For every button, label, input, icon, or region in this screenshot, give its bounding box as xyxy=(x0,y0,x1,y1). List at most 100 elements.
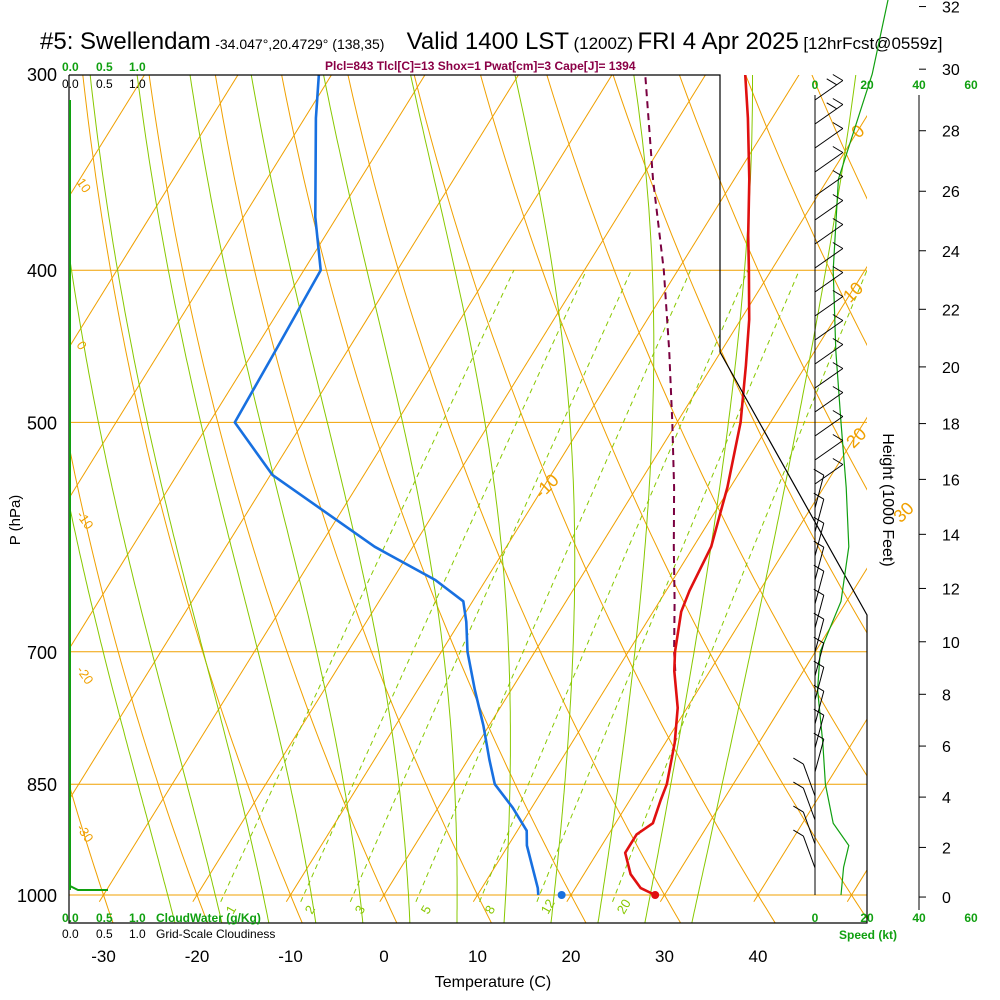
dry-adiabat-line xyxy=(678,75,867,491)
wind-speed-axis-label-top: 20 xyxy=(860,78,874,92)
wind-speed-axis-label-top: 40 xyxy=(912,78,926,92)
wind-barb-flag xyxy=(832,410,844,417)
wind-barb xyxy=(814,595,825,629)
cloud-water-axis-label-bottom: 1.0 xyxy=(129,911,146,925)
cloudiness-axis-label-bottom: 0.0 xyxy=(62,927,79,941)
wind-speed-axis-label-top: 0 xyxy=(812,78,819,92)
forecast-date: FRI 4 Apr 2025 xyxy=(637,28,799,55)
wind-barb xyxy=(814,176,844,197)
moist-adiabat-line xyxy=(597,75,655,923)
wind-speed-axis-title: Speed (kt) xyxy=(839,928,897,942)
isotherm-label: 0 xyxy=(847,121,868,142)
isotherm-line xyxy=(0,0,35,902)
isotherm-line xyxy=(69,75,332,500)
wind-barb xyxy=(814,464,844,485)
dry-adiabat-label: -10 xyxy=(74,508,97,532)
wind-barb-flag xyxy=(813,564,825,572)
wind-barb xyxy=(802,787,816,821)
moist-adiabat-line xyxy=(514,75,576,923)
mixing-ratio-label: 12 xyxy=(538,896,558,916)
dry-adiabat-line xyxy=(69,443,209,923)
wind-barb-flag xyxy=(832,74,844,81)
wind-speed-axis-label-bottom: 20 xyxy=(860,911,874,925)
wind-barb-flag xyxy=(832,194,844,201)
chart-title: #5: Swellendam -34.047°,20.4729° (138,35… xyxy=(40,28,942,58)
dry-adiabat-line xyxy=(347,75,682,923)
mixing-ratio-label: 5 xyxy=(418,903,435,917)
wind-barb xyxy=(814,368,844,389)
temperature-tick-label: -30 xyxy=(91,947,116,966)
height-tick-label: 26 xyxy=(942,184,960,201)
cloud-water-axis-label-top: 1.0 xyxy=(129,60,146,74)
wind-speed-axis-label-bottom: 60 xyxy=(964,911,978,925)
wind-barb xyxy=(814,739,825,773)
wind-barb xyxy=(802,835,816,869)
height-tick-label: 28 xyxy=(942,124,960,141)
mixing-ratio-label: 3 xyxy=(352,903,369,917)
station-coords: -34.047°,20.4729° (138,35) xyxy=(215,36,385,52)
wind-barb-flag xyxy=(826,102,837,110)
cloud-water-axis-title: CloudWater (g/Kg) xyxy=(156,911,261,925)
wind-barb xyxy=(814,344,844,365)
cloud-water-axis-label-bottom: 0.5 xyxy=(96,911,113,925)
wind-barb-flag xyxy=(793,781,804,789)
isotherm-line xyxy=(472,265,867,903)
wind-speed-axis-label-bottom: 0 xyxy=(812,911,819,925)
height-tick-label: 12 xyxy=(942,581,960,598)
isotherm-line xyxy=(192,75,706,903)
wind-barb-flag xyxy=(832,98,844,105)
wind-barb xyxy=(802,811,816,845)
cloud-water-axis-label-bottom: 0.0 xyxy=(62,911,79,925)
temperature-tick-label: 20 xyxy=(562,947,581,966)
wind-barb xyxy=(814,392,844,413)
height-tick-label: 4 xyxy=(942,790,951,807)
wind-barb xyxy=(814,691,825,725)
moist-adiabat-line xyxy=(410,75,511,923)
wind-barb-flag xyxy=(813,708,825,716)
pressure-tick-label: 850 xyxy=(27,775,57,795)
utc-time: (1200Z) xyxy=(573,34,633,53)
wind-barb xyxy=(814,715,825,749)
height-tick-label: 24 xyxy=(942,244,960,261)
wind-barb-flag xyxy=(832,170,844,177)
temperature-tick-label: -10 xyxy=(278,947,303,966)
dry-adiabat-line xyxy=(546,75,867,777)
mixing-ratio-line xyxy=(612,270,867,902)
isotherm-line xyxy=(69,75,519,801)
valid-time: Valid 1400 LST xyxy=(406,28,569,55)
temperature-line xyxy=(623,75,751,897)
wind-barb-flag xyxy=(793,757,804,765)
wind-barb-flag xyxy=(813,732,825,740)
isotherm-line xyxy=(69,75,145,198)
surface-dewpoint-dot xyxy=(557,891,566,899)
cloudiness-axis-title: Grid-Scale Cloudiness xyxy=(156,927,275,941)
mixing-ratio-line xyxy=(479,269,749,902)
cloud-water-axis-label-top: 0.0 xyxy=(62,60,79,74)
moist-adiabat-line xyxy=(644,75,753,923)
pressure-tick-label: 700 xyxy=(27,643,57,663)
dry-adiabat-line xyxy=(745,75,867,347)
dry-adiabat-line xyxy=(480,75,867,920)
wind-barb-flag xyxy=(813,540,825,548)
wind-barb-flag xyxy=(813,684,825,692)
wind-barb xyxy=(814,475,825,509)
wind-barb xyxy=(814,416,844,437)
wind-barb-flag xyxy=(813,588,825,596)
dry-adiabat-label: 0 xyxy=(74,338,90,353)
temperature-tick-label: 0 xyxy=(379,947,388,966)
wind-barb xyxy=(814,104,844,125)
wind-barb-flag xyxy=(832,242,844,249)
cloudiness-axis-label-bottom: 1.0 xyxy=(129,927,146,941)
isotherm-line xyxy=(846,869,867,903)
height-tick-label: 2 xyxy=(942,840,951,857)
pressure-tick-label: 300 xyxy=(27,65,57,85)
mixing-ratio-line xyxy=(220,269,515,903)
height-tick-label: 8 xyxy=(942,687,951,704)
wind-barb xyxy=(814,499,825,533)
mixing-ratio-label: 20 xyxy=(614,896,634,916)
height-tick-label: 10 xyxy=(942,635,960,652)
wind-barb-flag xyxy=(813,636,825,644)
mixing-ratio-line xyxy=(300,269,587,903)
